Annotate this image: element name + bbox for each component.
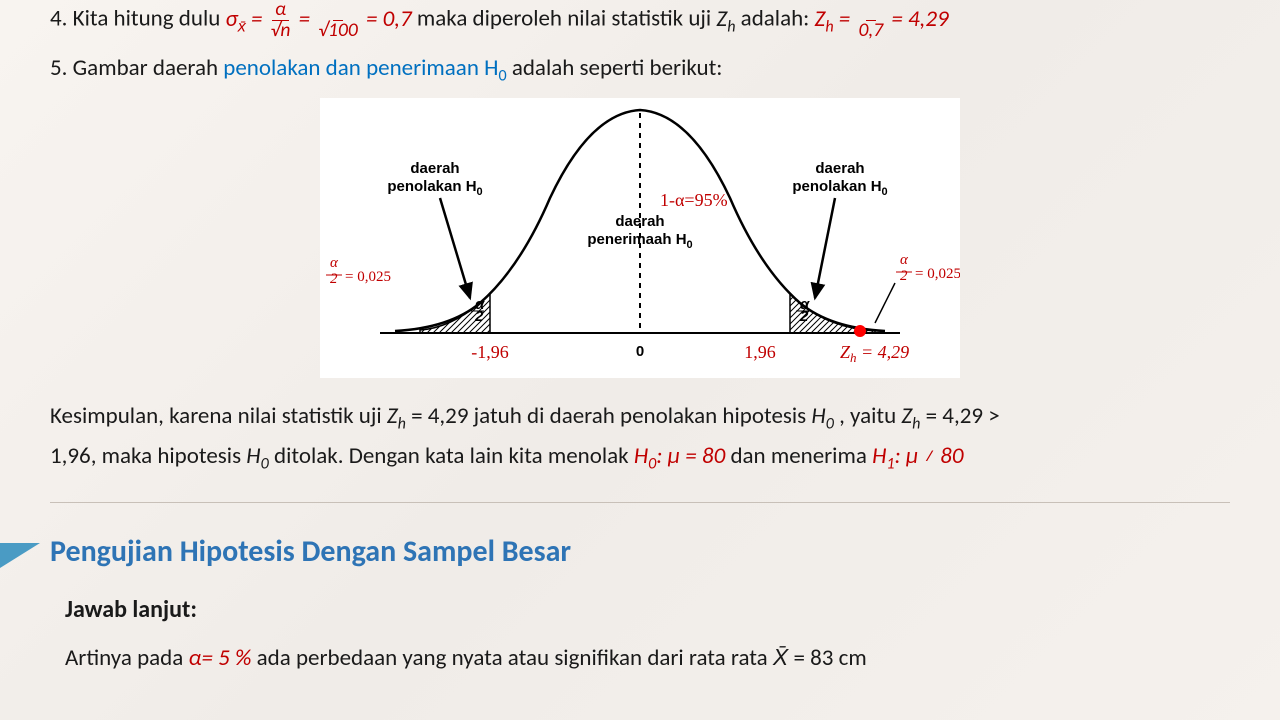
- svg-text:-1,96: -1,96: [471, 342, 509, 362]
- subheading: Jawab lanjut:: [65, 595, 1230, 624]
- sigma-expr: σx̄ = α√n = √100 = 0,7: [226, 5, 417, 33]
- section-divider: [50, 502, 1230, 503]
- svg-text:0: 0: [636, 343, 644, 360]
- svg-text:1,96: 1,96: [744, 342, 776, 362]
- svg-text:1-α=95%: 1-α=95%: [660, 190, 728, 210]
- svg-text:α 2: α 2: [900, 252, 912, 284]
- step4-mid: maka diperoleh nilai statistik uji: [417, 5, 717, 33]
- step4-prefix: 4. Kita hitung dulu: [50, 5, 226, 33]
- conclusion-text: Kesimpulan, karena nilai statistik uji Z…: [50, 398, 1230, 477]
- svg-text:α 2: α 2: [330, 255, 342, 287]
- frac3: 0,7: [855, 0, 886, 40]
- step5-blue: penolakan dan penerimaan H0: [223, 54, 512, 82]
- bottom-partial-text: Artinya pada α= 5 % ada perbedaan yang n…: [65, 644, 1230, 672]
- svg-text:penolakan H0: penolakan H0: [387, 178, 482, 198]
- accept-h1: H1: μ ≠ 80: [872, 442, 963, 470]
- normal-curve-chart: daerah penolakan H0 daerah penolakan H0 …: [320, 98, 960, 378]
- svg-text:daerah: daerah: [615, 213, 664, 230]
- title-accent-icon: [0, 543, 40, 568]
- zh-result: Zh = 0,7 = 4,29: [815, 5, 949, 33]
- section-title: Pengujian Hipotesis Dengan Sampel Besar: [50, 533, 1230, 570]
- svg-text:daerah: daerah: [410, 160, 459, 177]
- step4-mid2: adalah:: [741, 5, 815, 33]
- frac1: α√n: [268, 0, 294, 40]
- svg-text:penerimaah H0: penerimaah H0: [587, 231, 692, 251]
- svg-text:Zh = 4,29: Zh = 4,29: [840, 342, 909, 365]
- svg-text:= 0,025: = 0,025: [915, 266, 960, 282]
- zh-marker-dot: [854, 325, 866, 337]
- step-4-line: 4. Kita hitung dulu σx̄ = α√n = √100 = 0…: [50, 0, 1230, 40]
- frac2: √100: [315, 0, 360, 40]
- svg-text:daerah: daerah: [815, 160, 864, 177]
- svg-text:penolakan H0: penolakan H0: [792, 178, 887, 198]
- reject-h0: H0: μ = 80: [634, 442, 725, 470]
- step-5-line: 5. Gambar daerah penolakan dan penerimaa…: [50, 52, 1230, 88]
- svg-text:= 0,025: = 0,025: [345, 269, 391, 285]
- zh-sym: Zh: [716, 5, 735, 33]
